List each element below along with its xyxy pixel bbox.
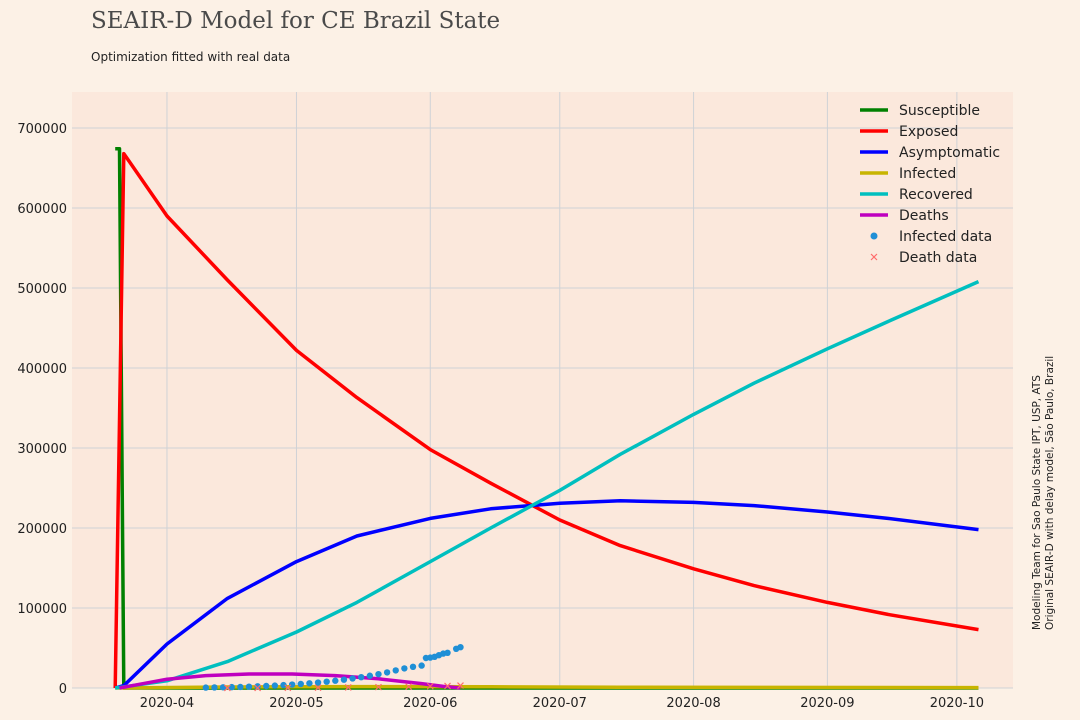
- infected-data-point: [401, 665, 408, 672]
- death-data-point: [457, 682, 464, 690]
- death-data-point: [254, 684, 262, 692]
- infected-data-point: [383, 669, 391, 676]
- infected-data-point: [332, 677, 339, 684]
- death-data-point: [444, 682, 451, 690]
- infected-data-point: [254, 683, 261, 690]
- y-tick-label: 700000: [17, 122, 67, 137]
- death-data-point: [344, 684, 352, 691]
- death-data-point: [284, 684, 292, 692]
- x-tick-label: 2020-05: [269, 696, 323, 711]
- legend-label: Infected: [899, 166, 956, 182]
- x-tick-label: 2020-04: [140, 696, 194, 711]
- legend-swatch: [870, 253, 878, 261]
- chart-title: SEAIR-D Model for CE Brazil State: [91, 8, 501, 34]
- y-tick-label: 500000: [17, 282, 67, 297]
- y-tick-label: 100000: [17, 602, 67, 617]
- infected-data-point: [263, 682, 270, 690]
- plot-area: [72, 92, 1013, 688]
- infected-data-point: [202, 684, 210, 691]
- infected-data-point: [245, 683, 253, 690]
- y-tick-label: 0: [59, 682, 67, 697]
- series-line-asymptomatic: [114, 499, 979, 690]
- y-tick-label: 200000: [17, 522, 67, 537]
- infected-data-point: [314, 679, 322, 686]
- death-data-point: [223, 684, 231, 692]
- infected-data-point: [297, 680, 304, 688]
- legend-swatch: [870, 232, 878, 240]
- infected-data-point: [271, 682, 279, 689]
- infected-data-point: [444, 649, 451, 656]
- x-tick-label: 2020-06: [403, 696, 457, 711]
- infected-data-point: [392, 667, 399, 674]
- infected-data-point: [358, 674, 365, 681]
- legend-item-exposed: Exposed: [860, 124, 958, 140]
- legend-item-asymptomatic: Asymptomatic: [860, 145, 1000, 161]
- x-tick-label: 2020-10: [930, 696, 984, 711]
- infected-data-point: [280, 681, 287, 689]
- infected-data-point: [306, 680, 313, 687]
- y-tick-label: 600000: [17, 202, 67, 217]
- infected-data-point: [237, 683, 244, 691]
- legend-item-recovered: Recovered: [860, 187, 973, 203]
- infected-data-point: [457, 644, 464, 651]
- death-data-point: [375, 683, 382, 691]
- legend-item-susceptible: Susceptible: [860, 103, 980, 119]
- infected-data-point: [340, 676, 348, 683]
- data-markers: [202, 644, 464, 692]
- infected-data-point: [418, 662, 425, 669]
- infected-data-point: [211, 684, 218, 691]
- series-line-deaths: [119, 672, 461, 690]
- x-tick-label: 2020-08: [666, 696, 720, 711]
- y-tick-label: 400000: [17, 362, 67, 377]
- legend-label: Death data: [899, 250, 977, 266]
- infected-data-point: [288, 681, 296, 688]
- y-tick-label: 300000: [17, 442, 67, 457]
- series-line-infected: [115, 684, 979, 690]
- legend-label: Susceptible: [899, 103, 980, 119]
- legend-label: Infected data: [899, 229, 992, 245]
- legend-item-infected-data: Infected data: [870, 229, 992, 245]
- chart-subtitle: Optimization fitted with real data: [91, 50, 291, 64]
- legend-label: Asymptomatic: [899, 145, 1000, 161]
- death-data-point: [314, 684, 322, 692]
- x-tick-label: 2020-07: [533, 696, 587, 711]
- legend-item-death-data: Death data: [870, 250, 977, 266]
- infected-data-point: [323, 678, 330, 685]
- legend-label: Deaths: [899, 208, 949, 224]
- legend: Susceptible Exposed Asymptomatic Infected Re…: [860, 103, 1000, 266]
- legend-item-deaths: Deaths: [860, 208, 949, 224]
- series-line-exposed: [113, 151, 979, 689]
- x-tick-label: 2020-09: [800, 696, 854, 711]
- legend-label: Exposed: [899, 124, 958, 140]
- infected-data-point: [375, 670, 382, 678]
- infected-data-point: [349, 675, 356, 682]
- legend-label: Recovered: [899, 187, 973, 203]
- death-data-point: [405, 683, 413, 691]
- legend-item-infected: Infected: [860, 166, 956, 182]
- infected-data-point: [409, 663, 417, 670]
- series-line-recovered: [114, 279, 980, 690]
- axis-tick-labels: 2020-04 2020-05 2020-06 2020-07 2020-08 2020-…: [17, 122, 984, 711]
- infected-data-point: [366, 672, 374, 679]
- death-data-point: [426, 682, 434, 690]
